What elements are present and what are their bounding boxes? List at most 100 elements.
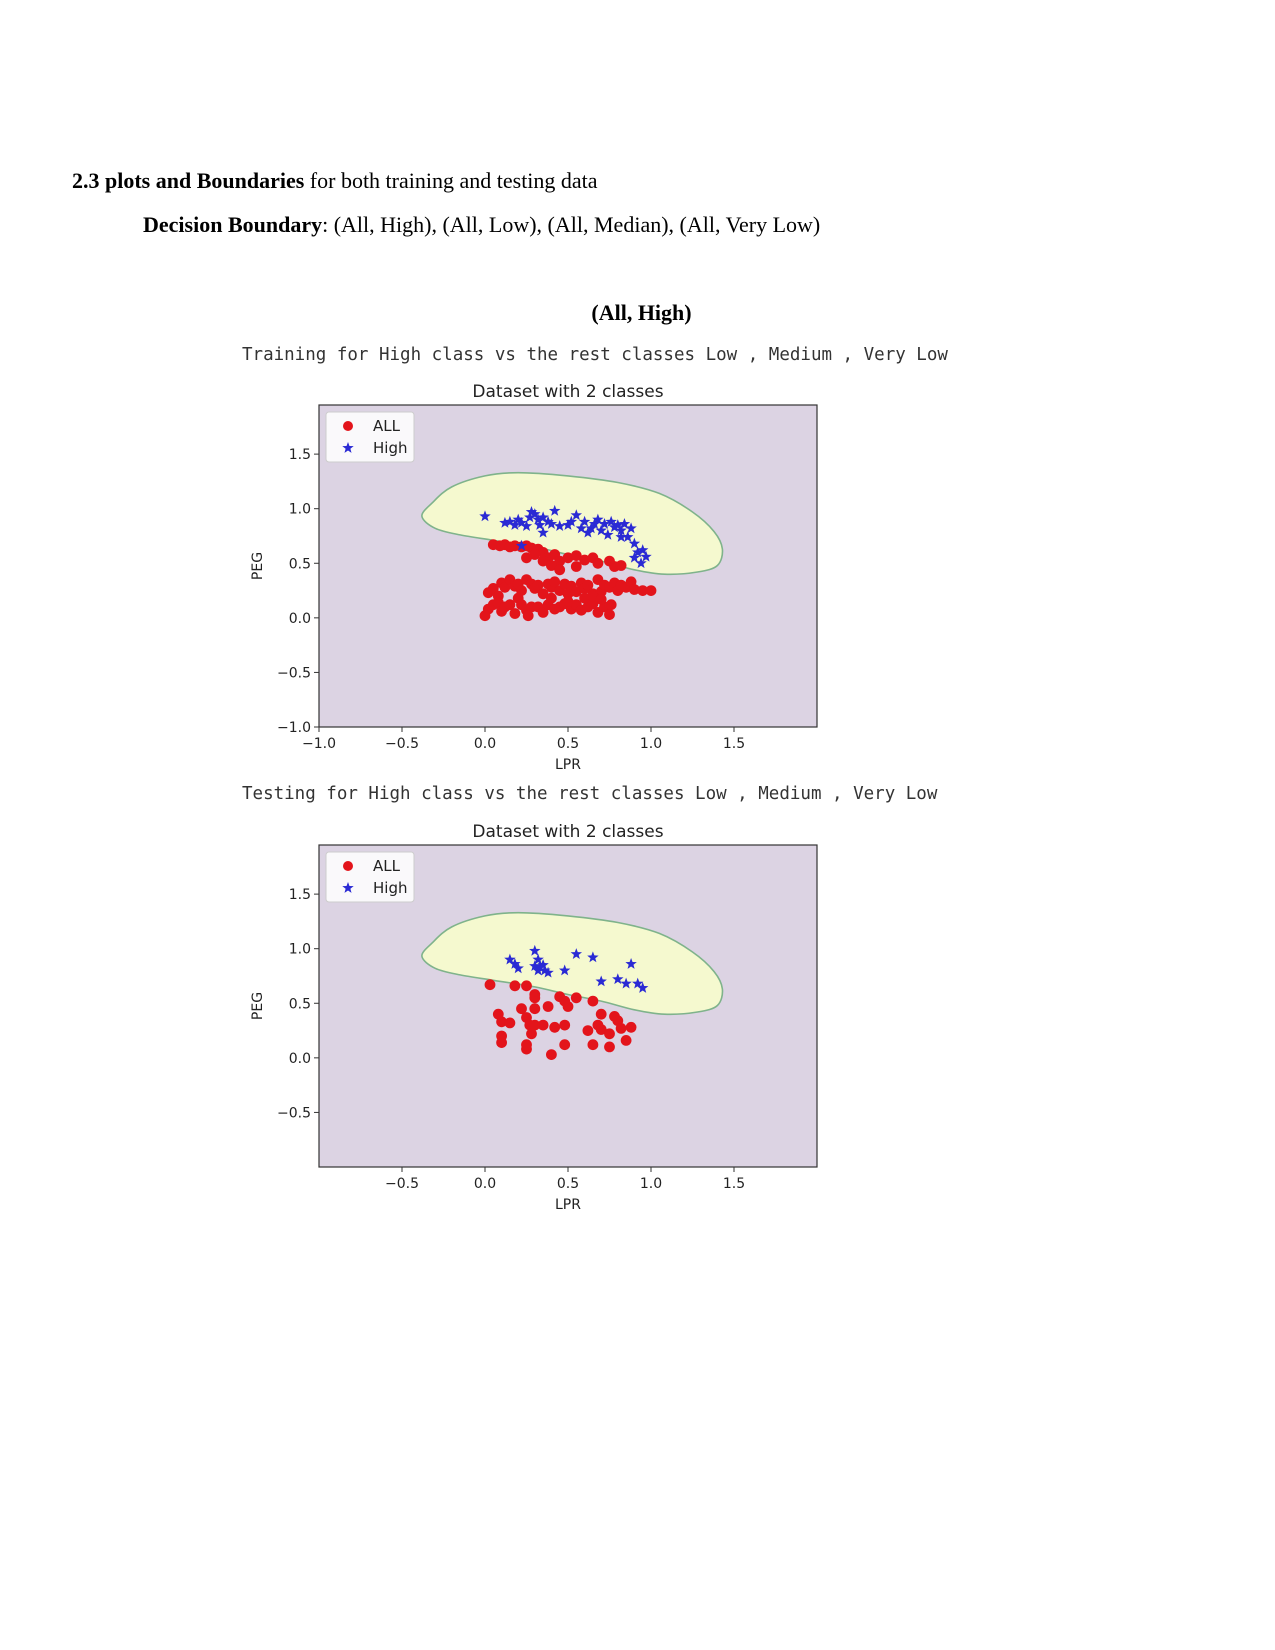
- all-data-point: [512, 592, 524, 604]
- high-data-point: [558, 964, 571, 976]
- all-data-point: [604, 1028, 615, 1040]
- all-data-point: [509, 608, 521, 619]
- x-tick-label: −1.0: [302, 736, 336, 752]
- all-data-point: [496, 1030, 507, 1042]
- legend-all-label: ALL: [373, 417, 401, 435]
- all-data-point: [625, 1021, 637, 1033]
- all-data-point: [532, 579, 544, 591]
- all-data-point: [615, 560, 627, 571]
- all-data-point: [537, 607, 549, 618]
- y-tick-label: −0.5: [277, 665, 311, 681]
- all-data-point: [587, 1039, 599, 1051]
- y-tick-label: 0.0: [289, 1051, 311, 1067]
- all-data-point: [549, 576, 561, 588]
- x-tick-label: 1.0: [640, 1176, 662, 1192]
- high-data-point: [595, 524, 607, 536]
- all-data-point: [562, 596, 574, 607]
- high-data-point: [628, 551, 641, 563]
- high-data-point: [602, 528, 614, 540]
- x-tick-label: 1.5: [723, 736, 745, 752]
- all-data-point: [529, 992, 541, 1004]
- all-data-point: [549, 1021, 561, 1033]
- all-data-point: [479, 610, 491, 622]
- high-data-point: [575, 522, 587, 534]
- high-data-point: [625, 522, 637, 534]
- high-data-point: [635, 557, 647, 569]
- all-data-point: [529, 1019, 541, 1031]
- all-data-point: [537, 1019, 549, 1031]
- legend-all-label: ALL: [373, 857, 401, 875]
- all-data-point: [546, 592, 557, 604]
- high-data-point: [532, 513, 544, 525]
- figure-caption: (All, High): [591, 300, 692, 325]
- all-data-point: [645, 585, 657, 596]
- high-data-point: [612, 519, 624, 530]
- all-data-point: [595, 1008, 607, 1020]
- y-axis-label: PEG: [250, 992, 266, 1020]
- high-data-point: [570, 509, 583, 521]
- all-data-point: [529, 549, 541, 560]
- high-data-point: [562, 519, 574, 530]
- section-heading-rest: for both training and testing data: [304, 168, 598, 193]
- testing-chart: Dataset with 2 classes −0.5 0.0 0.5 1.0 1.5 −0…: [250, 822, 818, 1213]
- high-data-point: [612, 973, 624, 985]
- all-data-point: [521, 552, 532, 564]
- high-data-point: [515, 539, 528, 551]
- high-data-point: [598, 517, 611, 529]
- decision-boundary-list: : (All, High), (All, Low), (All, Median)…: [322, 212, 821, 237]
- high-data-point: [608, 521, 621, 533]
- all-data-point: [499, 581, 511, 593]
- x-tick-label: 0.5: [557, 736, 579, 752]
- all-data-point: [587, 995, 599, 1007]
- all-data-point: [570, 586, 582, 598]
- x-axis-label: LPR: [555, 1197, 581, 1213]
- high-data-point: [515, 516, 528, 528]
- high-data-point: [578, 515, 591, 527]
- all-data-point: [537, 588, 549, 600]
- all-data-point: [570, 992, 582, 1004]
- high-data-point: [618, 517, 631, 529]
- high-data-point: [529, 944, 541, 956]
- all-data-point: [604, 609, 615, 620]
- high-data-point: [640, 550, 652, 562]
- y-tick-label: 1.5: [289, 887, 311, 903]
- x-tick-label: −0.5: [385, 736, 419, 752]
- all-data-point: [605, 599, 617, 611]
- legend: ALL High: [325, 851, 415, 903]
- all-data-point: [484, 979, 496, 991]
- section-heading-bold: 2.3 plots and Boundaries: [72, 168, 305, 193]
- legend-high-marker: [342, 442, 354, 453]
- x-tick-label: 1.0: [640, 736, 662, 752]
- legend: ALL High: [325, 411, 415, 463]
- all-data-point: [579, 554, 590, 566]
- all-data-point: [570, 550, 582, 561]
- section-heading: 2.3 plots and Boundaries for both traini…: [72, 168, 598, 194]
- all-data-point: [546, 1049, 557, 1060]
- high-data-point: [545, 517, 558, 529]
- high-data-point: [632, 977, 644, 989]
- high-data-point: [636, 981, 649, 993]
- x-tick-label: 1.5: [723, 1176, 745, 1192]
- high-data-point: [537, 959, 549, 970]
- y-tick-label: 1.0: [289, 502, 311, 518]
- y-tick-label: 1.5: [289, 447, 311, 463]
- all-data-point: [629, 584, 640, 595]
- training-print-line: Training for High class vs the rest clas…: [242, 345, 948, 365]
- x-tick-label: 0.5: [557, 1176, 579, 1192]
- testing-print-line: Testing for High class vs the rest class…: [242, 784, 938, 804]
- all-data-point: [559, 1039, 571, 1051]
- high-data-point: [620, 977, 632, 989]
- high-data-point: [529, 508, 541, 520]
- high-data-point: [539, 964, 551, 976]
- legend-high-marker: [342, 882, 354, 893]
- all-data-point: [559, 995, 571, 1007]
- all-data-point: [559, 1019, 571, 1031]
- high-data-point: [504, 953, 516, 965]
- all-data-point: [604, 1041, 615, 1053]
- all-data-point: [592, 557, 604, 569]
- high-data-point: [549, 504, 561, 516]
- y-tick-label: −0.5: [277, 1105, 311, 1121]
- high-data-point: [534, 961, 546, 973]
- all-data-point: [579, 592, 590, 604]
- high-data-point: [509, 519, 521, 530]
